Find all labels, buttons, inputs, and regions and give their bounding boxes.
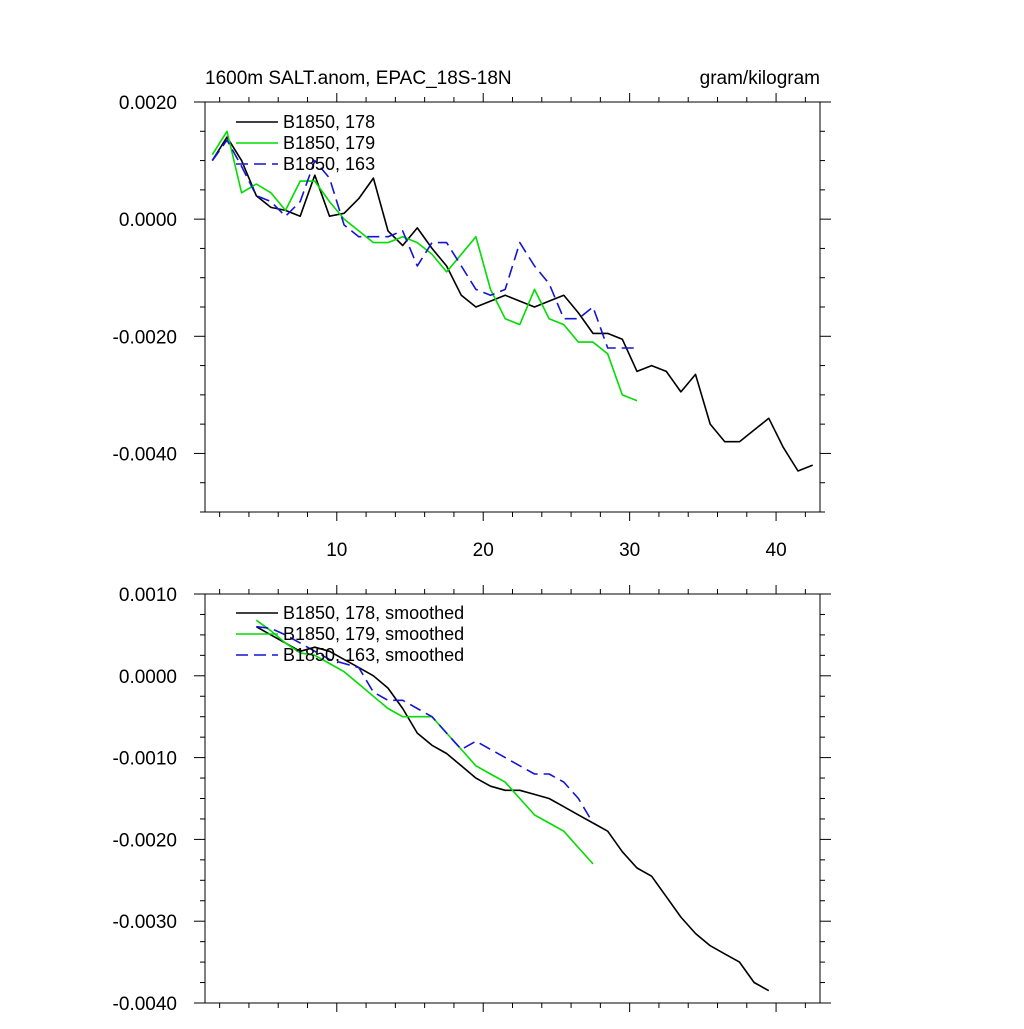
legend-entry: B1850, 163, smoothed — [283, 645, 464, 665]
series-line-2 — [211, 130, 638, 402]
legend-entry: B1850, 163 — [283, 154, 375, 174]
x-tick-label: 20 — [473, 540, 494, 561]
y-tick-label: 0.0000 — [119, 210, 177, 231]
y-tick-label: -0.0020 — [113, 830, 177, 851]
y-tick-label: 0.0010 — [119, 585, 177, 606]
panel-top: 1600m SALT.anom, EPAC_18S-18N gram/kilogr… — [113, 68, 831, 561]
series-line-1 — [255, 626, 770, 992]
legend-entry: B1850, 179 — [283, 133, 375, 153]
series-line-1 — [211, 136, 813, 472]
legend-entry: B1850, 179, smoothed — [283, 624, 464, 644]
y-tick-label: -0.0020 — [113, 327, 177, 348]
x-tick-label: 40 — [766, 540, 787, 561]
panel-bottom: 0.0010 0.0000 -0.0010 -0.0020 -0.0030 -0.0040… — [113, 585, 831, 1015]
y-tick-label: 0.0000 — [119, 667, 177, 688]
y-tick-label: 0.0020 — [119, 93, 177, 114]
x-tick-label: 10 — [326, 540, 347, 561]
series-line-3 — [256, 625, 594, 824]
y-tick-label: -0.0040 — [113, 994, 177, 1015]
y-tick-label: -0.0030 — [113, 912, 177, 933]
x-tick-label: 30 — [619, 540, 640, 561]
chart-title: 1600m SALT.anom, EPAC_18S-18N — [205, 68, 512, 89]
series-line-2 — [255, 619, 594, 865]
y-tick-label: -0.0040 — [113, 444, 177, 465]
y-tick-label: -0.0010 — [113, 749, 177, 770]
legend-entry: B1850, 178, smoothed — [283, 603, 464, 623]
chart-units: gram/kilogram — [700, 68, 820, 89]
series-line-3 — [211, 139, 637, 349]
legend-entry: B1850, 178 — [283, 112, 375, 132]
